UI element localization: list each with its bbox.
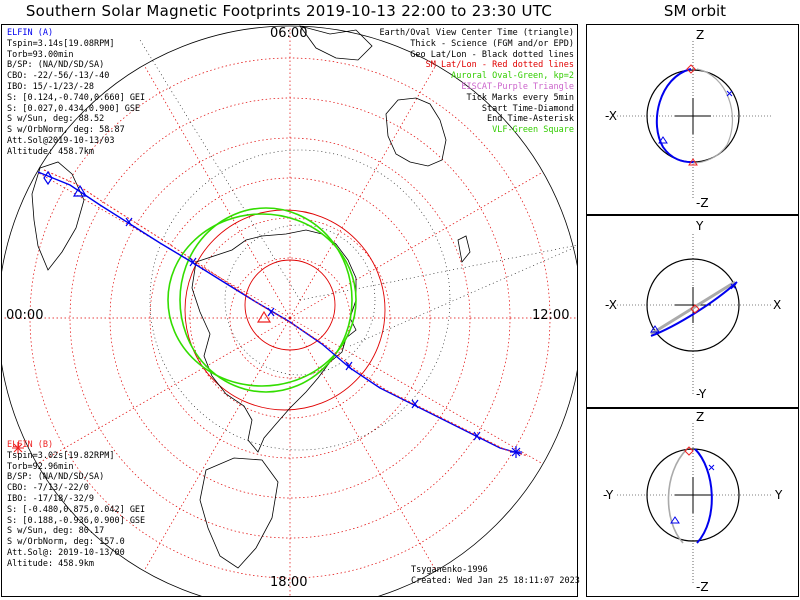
- orbit-plot-xz: Z -Z -X: [605, 28, 773, 210]
- time-label-bottom: 18:00: [270, 575, 308, 590]
- elfin-b-detail-line: IBO: -17/18/-32/9: [7, 493, 94, 504]
- orbit-panel-yz-frame: [586, 408, 799, 597]
- elfin-a-detail-line: Altitude: 458.7km: [7, 146, 94, 157]
- elfin-a-footprint-track: [37, 171, 523, 455]
- created-timestamp: Created: Wed Jan 25 18:11:07 2023: [411, 575, 580, 586]
- page-title: Southern Solar Magnetic Footprints 2019-…: [25, 2, 553, 20]
- elfin-a-detail-line: S: [0.027,0.434,0.900] GSE: [7, 103, 141, 114]
- elfin-a-detail-line: IBO: 15/-1/23/-28: [7, 81, 94, 92]
- view-center-triangle-a: [72, 184, 88, 197]
- elfin-a-detail-line: Torb=93.00min: [7, 49, 74, 60]
- orbit-panel-xz-frame: [586, 24, 799, 215]
- time-label-right: 12:00: [532, 308, 570, 323]
- elfin-a-detail-line: S w/Sun, deg: 88.52: [7, 114, 105, 125]
- asia-outline: [299, 25, 373, 61]
- orbit-b-yz: [667, 448, 688, 544]
- legend-entry: Tick Marks every 5min: [466, 92, 574, 103]
- sm-longitude-grid: [2, 26, 577, 596]
- time-label-left: 00:00: [6, 308, 44, 323]
- orbit-yz-left-label: -Y: [603, 488, 614, 502]
- orbit-xy-left-label: -X: [605, 298, 617, 312]
- elfin-a-info: ELFIN (A) Tspin=3.14s[19.08RPM] Torb=93.0…: [7, 28, 145, 158]
- legend-entry: Auroral Oval-Green, kp=2: [451, 71, 574, 82]
- orbit-xz-bottom-label: -Z: [696, 196, 709, 210]
- elfin-b-detail-line: Altitude: 458.9km: [7, 558, 94, 569]
- elfin-b-detail-line: S: [0.188,-0.936,0.900] GSE: [7, 515, 146, 526]
- elfin-a-name: ELFIN (A): [7, 28, 54, 38]
- legend-entry: VLF-Green Square: [492, 125, 574, 136]
- sm-inner-circle: [244, 259, 336, 351]
- orbit-xz-top-label: Z: [696, 28, 704, 42]
- elfin-b-detail-line: S w/OrbNorm, deg: 157.0: [7, 537, 125, 548]
- legend: Earth/Oval View Center Time (triangle) Th…: [380, 28, 574, 136]
- elfin-a-detail-line: B/SP: (NA/ND/SD/SA): [7, 60, 105, 71]
- tick-marks: [125, 217, 481, 441]
- elfin-b-detail-line: B/SP: (NA/ND/SD/SA): [7, 472, 105, 483]
- orbit-panel-title: SM orbit: [663, 2, 727, 20]
- model-credit: Tsyganenko-1996: [411, 565, 488, 575]
- legend-entry: EISCAT-Purple Triangle: [461, 81, 574, 92]
- footprint-map: [2, 25, 577, 596]
- legend-entry: SM Lat/Lon - Red dotted lines: [425, 60, 574, 71]
- orbit-plot-yz: Z -Z -Y Y: [603, 410, 783, 594]
- elfin-b-detail-line: Torb=92.96min: [7, 461, 74, 472]
- orbit-b-xy: [650, 280, 736, 336]
- end-time-asterisk-b: [12, 442, 24, 454]
- orbit-xy-right-label: X: [773, 298, 781, 312]
- elfin-b-detail-line: S w/Sun, deg: 80.17: [7, 526, 105, 537]
- orbit-xy-top-label: Y: [695, 219, 704, 233]
- elfin-a-detail-line: S w/OrbNorm, deg: 58.87: [7, 125, 125, 136]
- elfin-a-detail-line: S: [0.124,-0.740,0.660] GEI: [7, 92, 146, 103]
- australia-outline: [385, 97, 447, 167]
- legend-entry: Thick - Science (FGM and/or EPD): [410, 38, 574, 49]
- end-time-asterisk: [510, 446, 522, 458]
- elfin-b-detail-line: S: [-0.480,0.875,0.042] GEI: [7, 504, 146, 515]
- africa-outline: [199, 457, 279, 569]
- orbit-xz-left-label: -X: [605, 109, 617, 123]
- orbit-xy-bottom-label: -Y: [696, 387, 707, 401]
- orbit-yz-right-label: Y: [774, 488, 783, 502]
- legend-entry: End Time-Asterisk: [487, 114, 574, 125]
- south-america-outline: [31, 161, 85, 271]
- view-center-triangle-b: [256, 310, 272, 323]
- footer: Tsyganenko-1996 Created: Wed Jan 25 18:1…: [411, 565, 580, 587]
- elfin-a-details: Tspin=3.14s[19.08RPM] Torb=93.00min B/SP: …: [7, 39, 145, 158]
- legend-entry: Geo Lat/Lon - Black dotted lines: [410, 49, 574, 60]
- elfin-b-name: ELFIN (B): [7, 440, 54, 450]
- elfin-b-info: ELFIN (B) Tspin=3.02s[19.82RPM] Torb=92.9…: [7, 440, 145, 570]
- orbit-yz-top-label: Z: [696, 410, 704, 424]
- orbit-b-xz: [692, 68, 734, 164]
- footprint-map-frame: [1, 24, 578, 597]
- orbit-panel-xy-frame: [586, 215, 799, 408]
- dawn-dusk-line: [349, 246, 577, 347]
- elfin-b-detail-line: Att.Sol@: 2019-10-13/00: [7, 547, 125, 558]
- new-zealand-outline: [457, 235, 471, 263]
- elfin-b-detail-line: Tspin=3.02s[19.82RPM]: [7, 450, 115, 461]
- legend-entry: Start Time-Diamond: [481, 103, 574, 114]
- auroral-oval: [167, 207, 357, 393]
- elfin-a-detail-line: Att.Sol@2019-10-13/03: [7, 135, 115, 146]
- time-label-top: 06:00: [270, 26, 308, 41]
- elfin-b-footprint-track: [43, 169, 529, 457]
- elfin-b-details: Tspin=3.02s[19.82RPM] Torb=92.96min B/SP: …: [7, 451, 145, 570]
- orbit-yz-bottom-label: -Z: [696, 580, 709, 594]
- legend-entry: Earth/Oval View Center Time (triangle): [379, 28, 574, 38]
- orbit-plot-xy: Y -Y -X X: [605, 219, 781, 401]
- geo-grid: [139, 39, 577, 451]
- elfin-b-detail-line: CBO: -7/13/-22/0: [7, 483, 89, 494]
- elfin-a-detail-line: CBO: -22/-56/-13/-40: [7, 71, 110, 82]
- elfin-a-detail-line: Tspin=3.14s[19.08RPM]: [7, 38, 115, 49]
- earth-limb: [2, 25, 577, 596]
- start-time-diamond: [43, 170, 53, 186]
- orbit-a-yz: [694, 448, 713, 544]
